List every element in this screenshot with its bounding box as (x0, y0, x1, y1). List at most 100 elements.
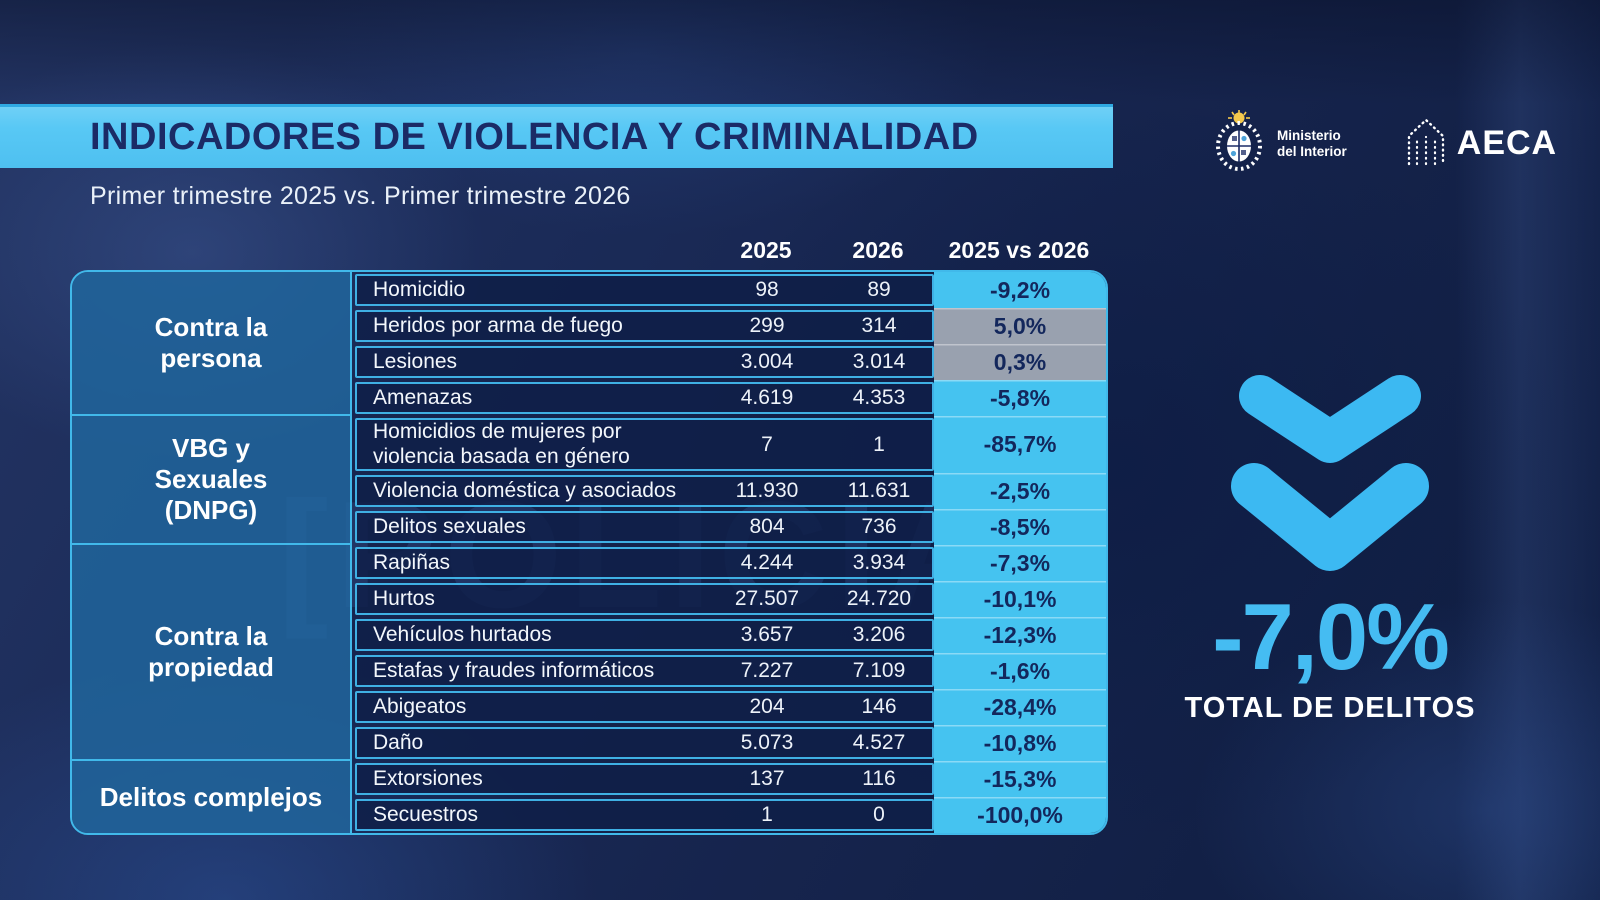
column-header-change: 2025 vs 2026 (948, 236, 1090, 263)
value-2026: 3.206 (852, 623, 906, 646)
change-cell: 5,0% (934, 308, 1106, 344)
value-2026: 89 (867, 278, 891, 301)
value-2025: 7 (761, 432, 773, 456)
double-chevron-down-icon (1231, 375, 1429, 571)
change-column: -9,2% 5,0% 0,3% -5,8% -85,7% -2,5% -8,5%… (934, 272, 1106, 833)
value-2026: 1 (873, 432, 885, 456)
crime-label: Homicidio (373, 277, 466, 301)
crime-label: Rapiñas (373, 550, 451, 574)
change-cell: -28,4% (934, 689, 1106, 725)
table-row: Secuestros 1 0 (352, 797, 934, 833)
value-2026: 736 (861, 515, 897, 538)
crime-indicators-table: Contra la persona Homicidio 98 89 Herido… (70, 270, 1108, 835)
table-row: Daño 5.073 4.527 (352, 725, 934, 761)
total-summary: -7,0% TOTAL DE DELITOS (1160, 372, 1500, 725)
value-2025: 1 (761, 803, 773, 826)
value-2026: 116 (862, 767, 896, 790)
change-cell: -100,0% (934, 797, 1106, 833)
value-2026: 11.631 (847, 479, 911, 502)
total-change-value: -7,0% (1212, 584, 1450, 689)
table-row: Lesiones 3.004 3.014 (352, 344, 934, 380)
value-2025: 98 (755, 278, 779, 301)
group-contra-la-persona: Contra la persona Homicidio 98 89 Herido… (72, 272, 934, 416)
table-row: Homicidios de mujeres por violencia basa… (352, 416, 934, 473)
value-2026: 4.527 (852, 731, 906, 754)
ministerio-line2: del Interior (1277, 143, 1347, 159)
crime-label: Heridos por arma de fuego (373, 313, 623, 337)
value-2025: 204 (749, 695, 785, 718)
value-2025: 3.657 (740, 623, 794, 646)
logo-bar: Ministerio del Interior AECA (1212, 110, 1557, 177)
change-cell: -7,3% (934, 545, 1106, 581)
crime-label: Vehículos hurtados (373, 622, 552, 646)
value-2026: 3.934 (852, 551, 906, 574)
value-2026: 24.720 (846, 587, 912, 610)
column-header-2025: 2025 (740, 236, 792, 263)
value-2026: 4.353 (852, 386, 906, 409)
change-cell: -12,3% (934, 617, 1106, 653)
ministerio-line1: Ministerio (1277, 127, 1341, 143)
table-row: Heridos por arma de fuego 299 314 (352, 308, 934, 344)
group-label: VBG y Sexuales (DNPG) (72, 416, 352, 545)
value-2025: 137 (749, 767, 785, 790)
value-2025: 4.619 (740, 386, 794, 409)
table-row: Vehículos hurtados 3.657 3.206 (352, 617, 934, 653)
crime-label: Amenazas (373, 385, 473, 409)
change-cell: -2,5% (934, 473, 1106, 509)
column-header-2026: 2026 (852, 236, 904, 263)
change-cell: -10,8% (934, 725, 1106, 761)
value-2025: 3.004 (740, 350, 794, 373)
table-row: Violencia doméstica y asociados 11.930 1… (352, 473, 934, 509)
total-change-label: TOTAL DE DELITOS (1184, 692, 1476, 724)
change-cell: -85,7% (934, 416, 1106, 473)
group-label: Contra la propiedad (72, 545, 352, 761)
value-2026: 0 (873, 803, 885, 826)
crime-label: Delitos sexuales (373, 514, 526, 538)
value-2026: 314 (861, 314, 897, 337)
value-2025: 804 (749, 515, 785, 538)
value-2025: 27.507 (734, 587, 800, 610)
crime-label: Secuestros (373, 802, 479, 826)
table-row: Amenazas 4.619 4.353 (352, 380, 934, 416)
change-cell: -1,6% (934, 653, 1106, 689)
page-title: INDICADORES DE VIOLENCIA Y CRIMINALIDAD (90, 116, 979, 158)
crime-label: Daño (373, 730, 424, 754)
change-cell: -5,8% (934, 380, 1106, 416)
crime-label: Estafas y fraudes informáticos (373, 658, 655, 682)
crime-label: Abigeatos (373, 694, 467, 718)
change-cell: -10,1% (934, 581, 1106, 617)
change-cell: -8,5% (934, 509, 1106, 545)
table-row: Hurtos 27.507 24.720 (352, 581, 934, 617)
value-2026: 7.109 (852, 659, 906, 682)
group-vbg-y-sexuales: VBG y Sexuales (DNPG) Homicidios de muje… (72, 416, 934, 545)
crime-label: Lesiones (373, 349, 458, 373)
value-2025: 11.930 (735, 479, 799, 502)
ministerio-logo-text: Ministerio del Interior (1277, 128, 1347, 160)
table-row: Abigeatos 204 146 (352, 689, 934, 725)
crime-label: Violencia doméstica y asociados (373, 478, 677, 502)
crime-label: Homicidios de mujeres por violencia basa… (373, 420, 630, 468)
change-cell: -15,3% (934, 761, 1106, 797)
group-label: Contra la persona (72, 272, 352, 416)
aeca-logo-text: AECA (1456, 124, 1558, 162)
value-2025: 299 (749, 314, 785, 337)
change-cell: 0,3% (934, 344, 1106, 380)
value-2025: 4.244 (740, 551, 794, 574)
value-2026: 146 (861, 695, 897, 718)
table-row: Delitos sexuales 804 736 (352, 509, 934, 545)
group-delitos-complejos: Delitos complejos Extorsiones 137 116 Se… (72, 761, 934, 833)
background-top-shade (0, 0, 1600, 104)
table-row: Extorsiones 137 116 (352, 761, 934, 797)
crime-label: Extorsiones (373, 766, 483, 790)
table-row: Homicidio 98 89 (352, 272, 934, 308)
table-row: Estafas y fraudes informáticos 7.227 7.1… (352, 653, 934, 689)
table-main-column: Contra la persona Homicidio 98 89 Herido… (72, 272, 934, 833)
change-cell: -9,2% (934, 272, 1106, 308)
table-row: Rapiñas 4.244 3.934 (352, 545, 934, 581)
value-2026: 3.014 (852, 350, 906, 373)
title-banner: INDICADORES DE VIOLENCIA Y CRIMINALIDAD (0, 104, 1113, 168)
group-contra-la-propiedad: Contra la propiedad Rapiñas 4.244 3.934 … (72, 545, 934, 761)
value-2025: 5.073 (740, 731, 794, 754)
value-2025: 7.227 (740, 659, 794, 682)
group-label: Delitos complejos (72, 761, 352, 833)
